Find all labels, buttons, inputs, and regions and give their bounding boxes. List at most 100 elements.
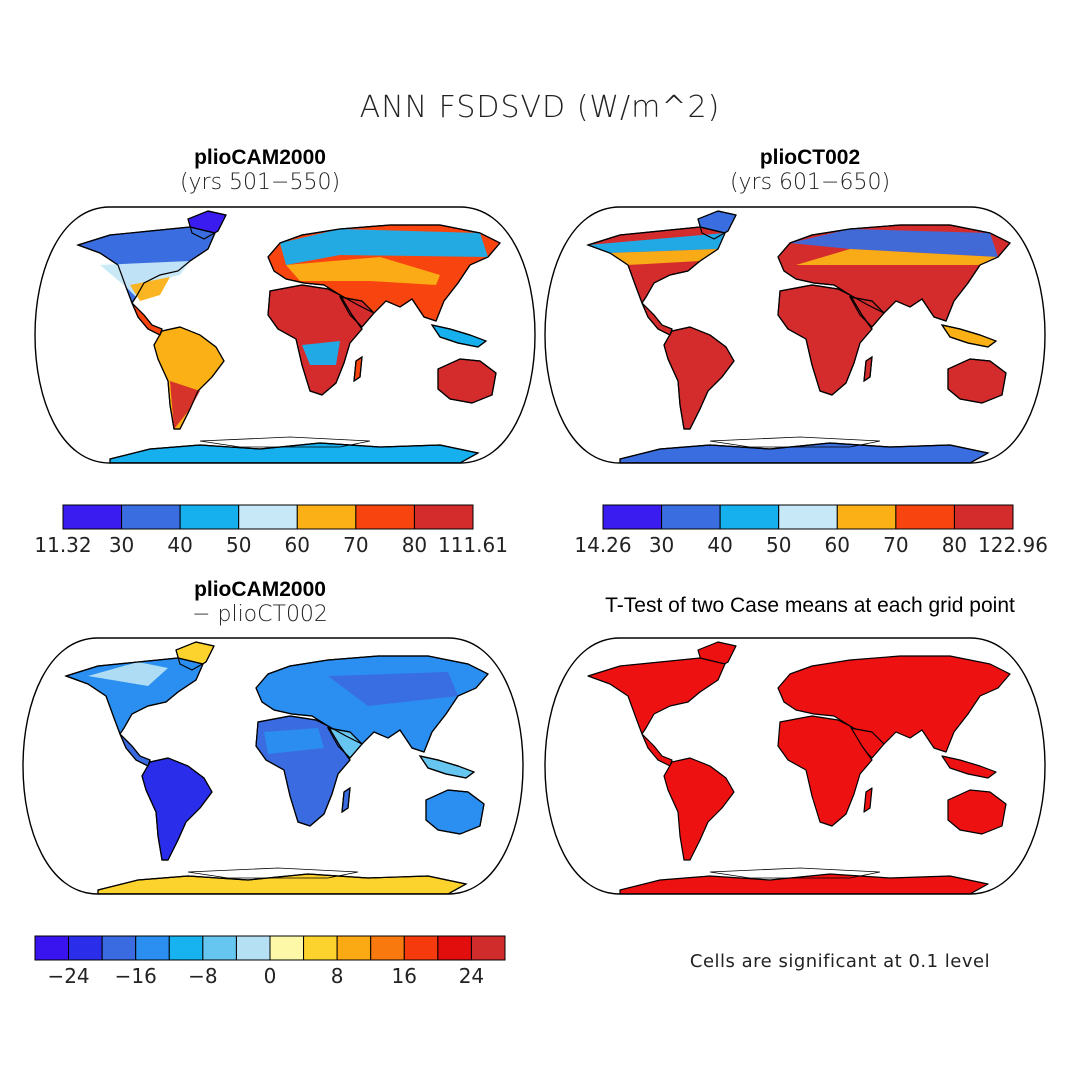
map-boundary: [544, 206, 1046, 464]
coastline-eurasia: [267, 224, 501, 322]
coastline-arabia: [848, 296, 885, 328]
panel-caption-top-left: plioCAM2000 (yrs 501−550): [60, 146, 460, 195]
region-shading: [790, 229, 998, 257]
colorbar-swatch: [296, 504, 357, 530]
panel-caption-top-right: plioCT002 (yrs 601−650): [610, 146, 1010, 195]
coastline-australia: [425, 789, 485, 835]
colorbar-tick-label: 40: [707, 533, 733, 557]
colorbar-labels-top-right: 14.26 30 40 50 60 70 80 122.96: [574, 533, 1048, 557]
colorbar-swatch: [68, 935, 103, 961]
colorbar-swatch: [403, 935, 439, 961]
coastline-southamerica: [153, 326, 225, 430]
land-africa: [777, 715, 873, 827]
colorbar-swatch: [202, 935, 237, 961]
coastline-antarctica: [97, 873, 468, 894]
coastline-antarctica: [619, 442, 990, 463]
land-southamerica: [153, 326, 225, 430]
colorbar-swatch: [235, 935, 271, 961]
coastline-eurasia: [777, 224, 1011, 322]
coastline-arabia: [326, 727, 363, 759]
region-shading: [100, 261, 190, 297]
panel-title: plioCAM2000: [194, 146, 326, 169]
panel-caption-bottom-left: plioCAM2000 − plioCT002: [60, 578, 460, 627]
colorbar-tick-label: 8: [330, 964, 344, 988]
land-southamerica: [663, 326, 735, 430]
land-madagascar: [863, 787, 873, 813]
land-southamerica: [663, 757, 735, 861]
coastline-seasia: [418, 755, 476, 779]
colorbar-swatch: [602, 504, 663, 530]
region-shading: [280, 229, 488, 265]
colorbar-swatch: [413, 504, 474, 530]
colorbar-swatch: [303, 935, 338, 961]
coastline-northamerica: [76, 226, 216, 305]
colorbar-tick-label: 14.26: [574, 533, 632, 557]
land-antarctica: [619, 873, 989, 894]
colorbar-swatch: [62, 504, 123, 530]
coastline-greenland: [175, 641, 215, 671]
colorbar-tick-label: 50: [225, 533, 252, 557]
land-eurasia: [777, 655, 1011, 753]
colorbar-top-left: [62, 504, 474, 530]
significance-note: Cells are significant at 0.1 level: [689, 951, 991, 972]
antarctic-coast-detail: [709, 867, 881, 879]
coastline-africa: [267, 284, 363, 396]
land-northamerica: [587, 657, 726, 735]
colorbar-swatch: [135, 935, 170, 961]
colorbar-swatch: [836, 504, 897, 530]
coastline-northamerica: [586, 226, 726, 305]
coastline-seasia: [940, 324, 998, 348]
colorbar-tick-label: 40: [167, 533, 193, 557]
colorbar-swatch: [470, 935, 506, 961]
land-centralamerica: [641, 733, 673, 767]
colorbar-swatch: [661, 504, 721, 530]
coastline-seasia: [430, 324, 488, 348]
map-land-layer: [76, 210, 501, 463]
colorbar-tick-label: −16: [114, 964, 157, 988]
coastline-madagascar: [341, 786, 351, 814]
panel-subtitle: (yrs 501−550): [179, 170, 341, 195]
coastline-northamerica: [64, 657, 204, 736]
land-australia: [947, 789, 1007, 835]
colorbar-swatch: [778, 504, 838, 530]
colorbar-swatch: [895, 504, 955, 530]
region-shading: [170, 381, 200, 429]
colorbar-swatch: [370, 935, 405, 961]
region-shading: [796, 249, 998, 265]
panel-title: T-Test of two Case means at each grid po…: [605, 594, 1015, 617]
region-shading: [264, 728, 324, 754]
region-shading: [130, 277, 170, 301]
coastline-australia: [437, 358, 497, 404]
map-boundary: [544, 637, 1046, 895]
coastline-arabia: [338, 296, 375, 328]
antarctic-coast-detail: [199, 436, 371, 448]
region-shading: [328, 672, 458, 706]
colorbar-tick-label: −8: [188, 964, 218, 988]
colorbar-tick-label: 0: [263, 964, 277, 988]
map-bottom-left: [22, 637, 524, 895]
colorbar-swatch: [719, 504, 780, 530]
panel-subtitle: (yrs 601−650): [729, 170, 891, 195]
colorbar-tick-label: 24: [458, 964, 485, 988]
panel-title: plioCAM2000: [194, 578, 326, 601]
colorbar-swatch: [101, 935, 137, 961]
coastline-southamerica: [141, 757, 213, 861]
colorbar-swatch: [121, 504, 181, 530]
colorbar-labels-bottom-left: −24 −16 −8 0 8 16 24: [35, 964, 505, 988]
coastline-southamerica: [663, 326, 735, 430]
colorbar-tick-label: 60: [284, 533, 311, 557]
map-top-left: [34, 206, 536, 464]
map-land-layer: [586, 210, 1011, 463]
colorbar-tick-label: 80: [401, 533, 428, 557]
region-shading: [588, 233, 725, 253]
region-shading: [286, 257, 440, 285]
coastline-greenland: [697, 210, 737, 240]
map-boundary: [22, 637, 524, 895]
colorbar-tick-label: −24: [47, 964, 90, 988]
land-southamerica: [141, 757, 213, 861]
map-bottom-right: [544, 637, 1046, 895]
antarctic-coast-detail: [187, 867, 359, 879]
coastline-antarctica: [109, 442, 480, 463]
coastline-greenland: [187, 210, 227, 240]
coastline-australia: [947, 358, 1007, 404]
